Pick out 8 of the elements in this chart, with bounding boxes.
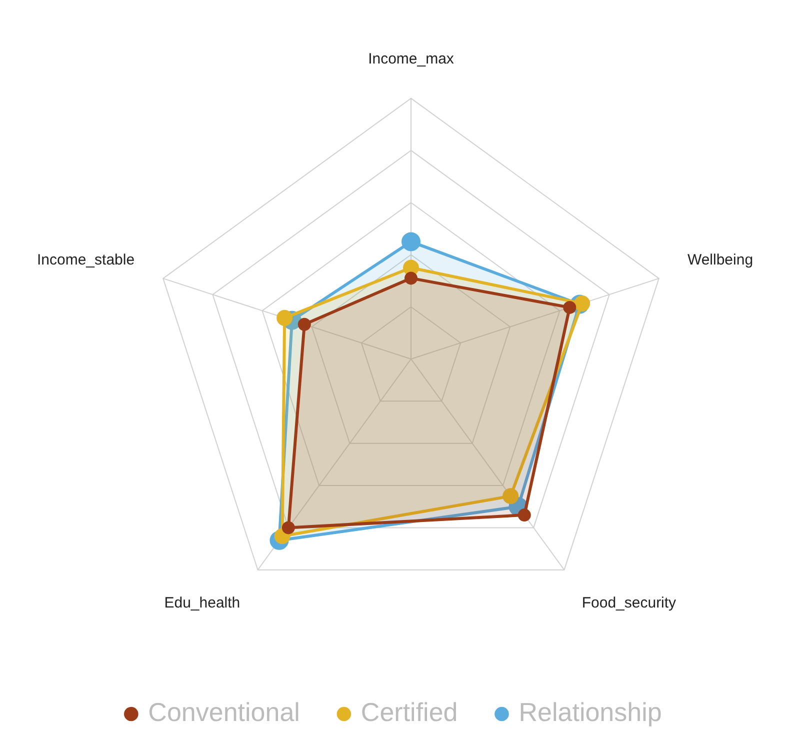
legend-label: Certified bbox=[360, 697, 458, 728]
spoke-label: Income_stable bbox=[36, 251, 135, 268]
legend-label: Relationship bbox=[518, 697, 662, 728]
spoke-label: Wellbeing bbox=[687, 251, 754, 268]
spoke-label: Income_max bbox=[368, 50, 454, 68]
spoke-label: Food_security bbox=[582, 594, 677, 612]
spoke-label: Edu_health bbox=[164, 594, 240, 612]
legend-label: Conventional bbox=[148, 697, 300, 728]
